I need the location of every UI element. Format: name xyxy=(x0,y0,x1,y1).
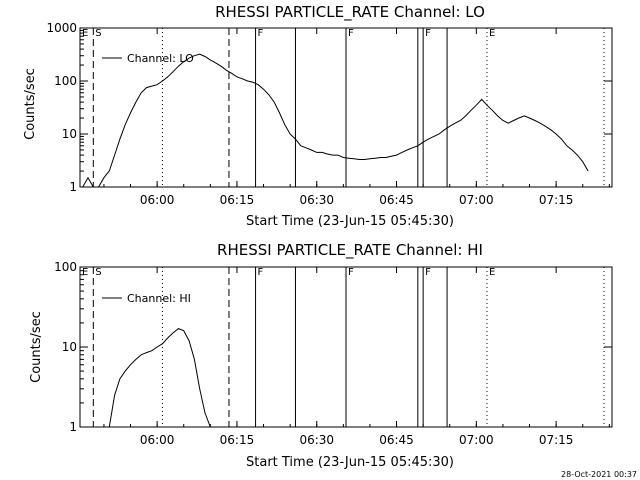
y-axis-label-hi: Counts/sec xyxy=(29,311,44,383)
y-tick-label: 100 xyxy=(54,260,77,274)
chart-title-lo: RHESSI PARTICLE_RATE Channel: LO xyxy=(215,3,485,22)
x-tick-label: 06:00 xyxy=(140,193,175,207)
x-axis-label-lo: Start Time (23-Jun-15 05:45:30) xyxy=(246,214,454,229)
x-tick-label: 06:45 xyxy=(379,193,414,207)
chart-title-hi: RHESSI PARTICLE_RATE Channel: HI xyxy=(217,241,483,260)
marker-label: E xyxy=(82,28,88,39)
x-tick-label: 07:00 xyxy=(459,433,494,447)
series-line-lo xyxy=(82,53,589,188)
legend-lo: Channel: LO xyxy=(102,52,194,65)
legend-label-hi: Channel: HI xyxy=(127,292,191,305)
y-tick-label: 1 xyxy=(69,180,77,194)
marker-label: F xyxy=(425,28,431,39)
x-tick-label: 06:15 xyxy=(220,193,255,207)
panel-lo: RHESSI PARTICLE_RATE Channel: LO Start T… xyxy=(23,3,613,229)
panel-hi: RHESSI PARTICLE_RATE Channel: HI Start T… xyxy=(29,241,613,470)
x-axis-label-hi: Start Time (23-Jun-15 05:45:30) xyxy=(246,455,454,470)
y-axis-label-lo: Counts/sec xyxy=(23,68,38,140)
footer-timestamp: 28-Oct-2021 00:37 xyxy=(561,470,637,479)
x-tick-label: 07:15 xyxy=(539,433,574,447)
marker-label: F xyxy=(348,28,354,39)
x-tick-label: 06:45 xyxy=(379,433,414,447)
series-line-hi xyxy=(108,328,211,428)
marker-label: E xyxy=(82,267,88,278)
axis-ticks-hi: 06:00 06:15 06:30 06:45 07:00 07:15 1 10 100 xyxy=(54,260,612,447)
x-tick-label: 06:30 xyxy=(299,193,334,207)
marker-label: F xyxy=(258,267,264,278)
legend-label-lo: Channel: LO xyxy=(127,52,194,65)
x-tick-label: 07:15 xyxy=(539,193,574,207)
y-tick-label: 100 xyxy=(54,74,77,88)
x-tick-label: 07:00 xyxy=(459,193,494,207)
marker-label: F xyxy=(425,267,431,278)
axis-ticks-lo: 06:00 06:15 06:30 06:45 07:00 07:15 1 10 100 1000 xyxy=(46,21,612,207)
x-tick-label: 06:00 xyxy=(140,433,175,447)
marker-label: E xyxy=(489,28,495,39)
x-tick-label: 06:15 xyxy=(220,433,255,447)
marker-label: E xyxy=(489,267,495,278)
y-tick-label: 1 xyxy=(69,420,77,434)
marker-label: S xyxy=(95,267,101,278)
y-tick-label: 1000 xyxy=(46,21,77,35)
legend-hi: Channel: HI xyxy=(102,292,191,305)
marker-label: F xyxy=(258,28,264,39)
marker-label: S xyxy=(95,28,101,39)
y-tick-label: 10 xyxy=(62,127,77,141)
x-tick-label: 06:30 xyxy=(299,433,334,447)
marker-label: F xyxy=(348,267,354,278)
y-tick-label: 10 xyxy=(62,340,77,354)
